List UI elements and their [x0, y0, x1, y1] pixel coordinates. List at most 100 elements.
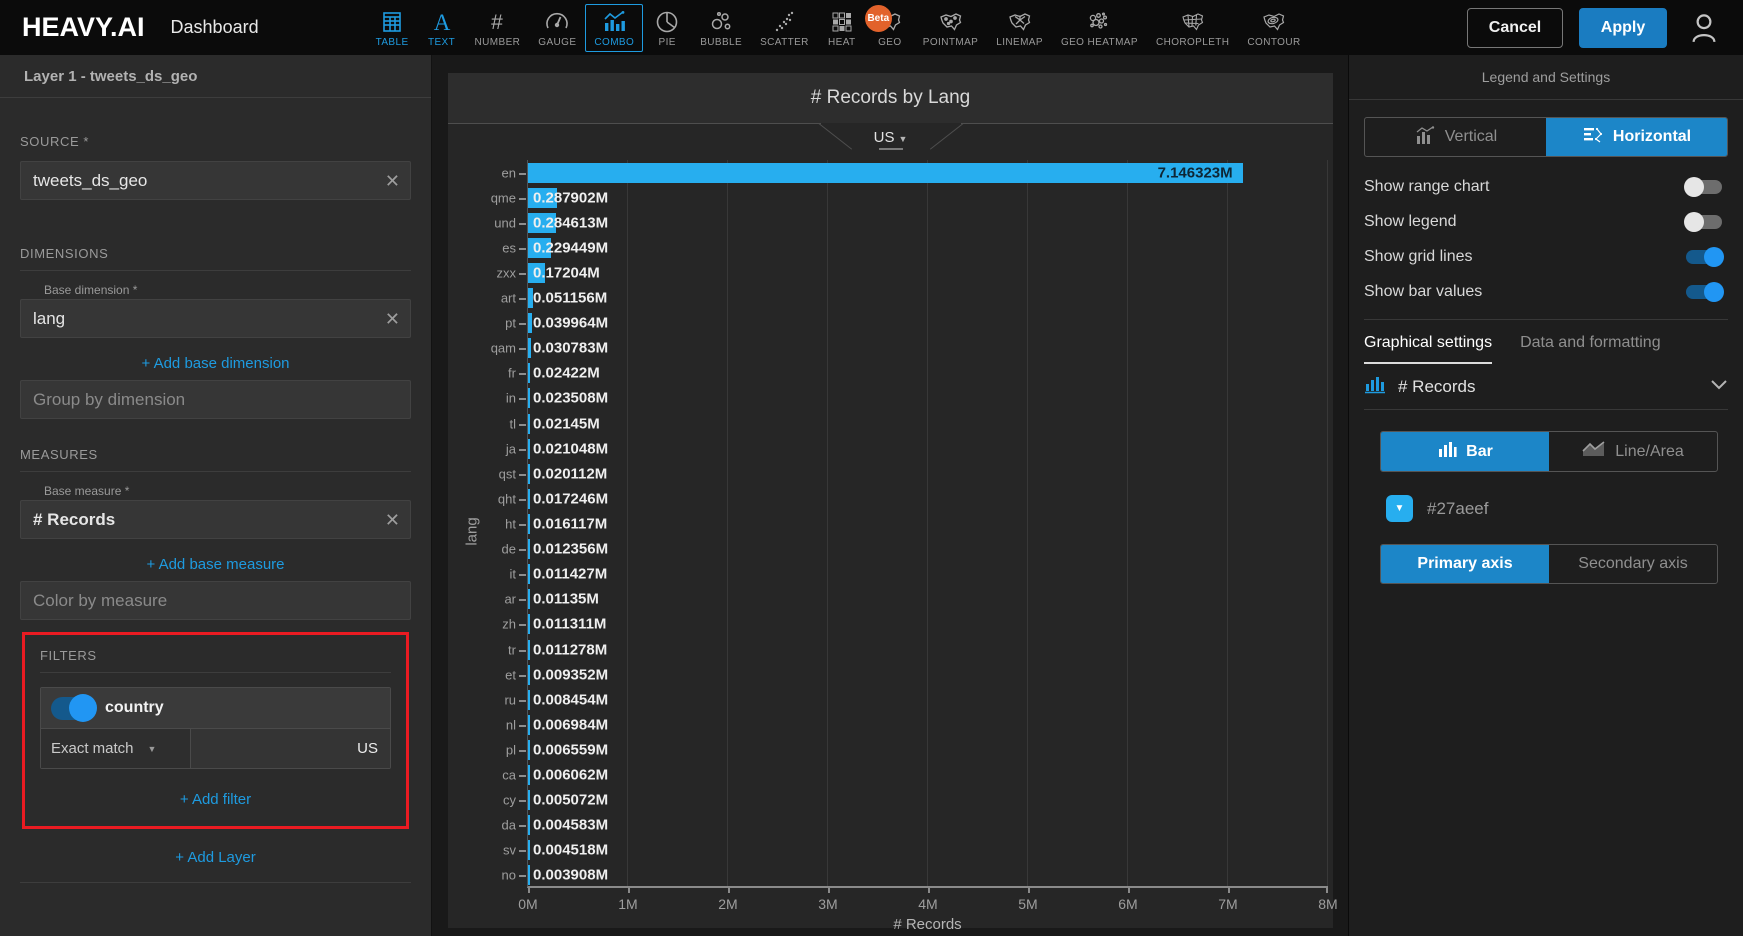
bar[interactable]: [528, 589, 531, 610]
bar[interactable]: [528, 564, 531, 585]
bar[interactable]: [528, 212, 557, 233]
y-tick: [519, 574, 526, 577]
bar[interactable]: [528, 162, 1243, 183]
clear-measure-icon[interactable]: ✕: [384, 509, 400, 530]
bar[interactable]: [528, 765, 531, 786]
bar[interactable]: [528, 513, 531, 534]
bar[interactable]: [528, 313, 532, 334]
y-tick-label: en: [501, 165, 516, 181]
y-tick: [519, 298, 526, 301]
line-area-kind-button[interactable]: Line/Area: [1549, 432, 1717, 471]
topbar-actions: Cancel Apply: [1467, 7, 1721, 48]
y-tick: [519, 775, 526, 778]
chart-filter-chip[interactable]: US ▼: [873, 129, 908, 146]
bar[interactable]: [528, 840, 531, 861]
bar-row-ru: ru 0.008454M: [504, 687, 1327, 712]
nav-pointmap[interactable]: POINTMAP: [914, 4, 987, 52]
nav-combo[interactable]: COMBO: [585, 3, 644, 52]
nav-table[interactable]: TABLE: [367, 4, 418, 52]
bar[interactable]: [528, 614, 531, 635]
nav-number[interactable]: # NUMBER: [466, 4, 530, 52]
x-tick-label: 7M: [1218, 896, 1238, 912]
bar-row-tr: tr 0.011278M: [508, 637, 1327, 662]
add-base-dimension-link[interactable]: + Add base dimension: [141, 355, 290, 372]
toggle-switch[interactable]: [1686, 246, 1724, 267]
line-area-icon: [1582, 441, 1606, 462]
bar[interactable]: [528, 488, 531, 509]
toggle-switch[interactable]: [1686, 281, 1724, 302]
bar[interactable]: [528, 689, 531, 710]
nav-label: GAUGE: [538, 36, 577, 48]
bar[interactable]: [528, 338, 532, 359]
nav-pie[interactable]: PIE: [643, 4, 691, 52]
orientation-segmented: Vertical Horizontal: [1364, 117, 1728, 157]
add-layer-link[interactable]: + Add Layer: [175, 849, 256, 866]
bar-row-qme: qme 0.287902M: [491, 185, 1327, 210]
bar[interactable]: [528, 739, 531, 760]
group-by-dimension-input[interactable]: [20, 380, 411, 419]
x-tick-label: 3M: [818, 896, 838, 912]
bar-kind-button[interactable]: Bar: [1381, 432, 1549, 471]
nav-heat[interactable]: HEAT: [818, 4, 866, 52]
tab-data-and-formatting[interactable]: Data and formatting: [1520, 334, 1661, 351]
toggle-switch[interactable]: [1684, 176, 1722, 197]
nav-label: TABLE: [375, 36, 409, 48]
cancel-button[interactable]: Cancel: [1467, 7, 1563, 48]
color-by-measure-input[interactable]: [20, 581, 411, 620]
horizontal-orientation-button[interactable]: Horizontal: [1546, 118, 1727, 156]
chevron-down-icon[interactable]: [1710, 378, 1728, 396]
bar[interactable]: [528, 288, 534, 309]
bar[interactable]: [528, 815, 531, 836]
bar[interactable]: [528, 363, 531, 384]
bar[interactable]: [528, 187, 557, 208]
measure-settings-row[interactable]: # Records: [1364, 364, 1728, 410]
toggle-label: Show range chart: [1364, 177, 1490, 195]
user-avatar-icon[interactable]: [1687, 10, 1721, 46]
primary-axis-button[interactable]: Primary axis: [1381, 545, 1549, 583]
filter-enabled-toggle[interactable]: [51, 693, 97, 722]
nav-contour[interactable]: CONTOUR: [1238, 4, 1309, 52]
base-dimension-input[interactable]: [20, 299, 411, 338]
y-tick: [519, 172, 526, 175]
secondary-axis-button[interactable]: Secondary axis: [1578, 555, 1688, 572]
add-filter-link[interactable]: + Add filter: [179, 791, 252, 808]
y-tick: [519, 423, 526, 426]
clear-source-icon[interactable]: ✕: [384, 170, 400, 191]
add-base-measure-link[interactable]: + Add base measure: [146, 556, 285, 573]
bar[interactable]: [528, 714, 531, 735]
bar[interactable]: [528, 262, 546, 283]
bar[interactable]: [528, 790, 531, 811]
nav-geo-heatmap[interactable]: GEO HEATMAP: [1052, 4, 1147, 52]
color-swatch[interactable]: ▼: [1386, 495, 1413, 522]
apply-button[interactable]: Apply: [1579, 7, 1667, 48]
filter-condition-row: Exact match ▼ US: [41, 728, 390, 768]
source-input[interactable]: [20, 161, 411, 200]
nav-geo[interactable]: Beta GEO: [864, 4, 914, 52]
nav-choropleth[interactable]: CHOROPLETH: [1147, 4, 1238, 52]
nav-gauge[interactable]: GAUGE: [529, 4, 585, 52]
base-measure-input[interactable]: [20, 500, 411, 539]
gridline: [727, 160, 728, 886]
match-type-select[interactable]: Exact match ▼: [41, 729, 191, 768]
divider: [960, 123, 1333, 124]
bar[interactable]: [528, 639, 531, 660]
bar[interactable]: [528, 463, 531, 484]
y-tick-label: cy: [503, 792, 516, 808]
toggle-switch[interactable]: [1684, 211, 1722, 232]
top-bar: HEAVY.AI Dashboard TABLE A TEXT # NUMBER GAUG…: [0, 0, 1743, 55]
nav-scatter[interactable]: SCATTER: [751, 4, 818, 52]
vertical-orientation-button[interactable]: Vertical: [1365, 118, 1546, 156]
bar[interactable]: [528, 865, 531, 886]
nav-text[interactable]: A TEXT: [418, 4, 466, 52]
bar[interactable]: [528, 237, 551, 258]
nav-linemap[interactable]: LINEMAP: [987, 4, 1052, 52]
tab-graphical-settings[interactable]: Graphical settings: [1364, 334, 1493, 364]
clear-dimension-icon[interactable]: ✕: [384, 308, 400, 329]
nav-bubble[interactable]: BUBBLE: [691, 4, 751, 52]
bar[interactable]: [528, 388, 531, 409]
bar[interactable]: [528, 539, 531, 560]
horizontal-bars-icon: [1582, 126, 1604, 149]
bar[interactable]: [528, 413, 531, 434]
bar[interactable]: [528, 438, 531, 459]
bar[interactable]: [528, 664, 531, 685]
